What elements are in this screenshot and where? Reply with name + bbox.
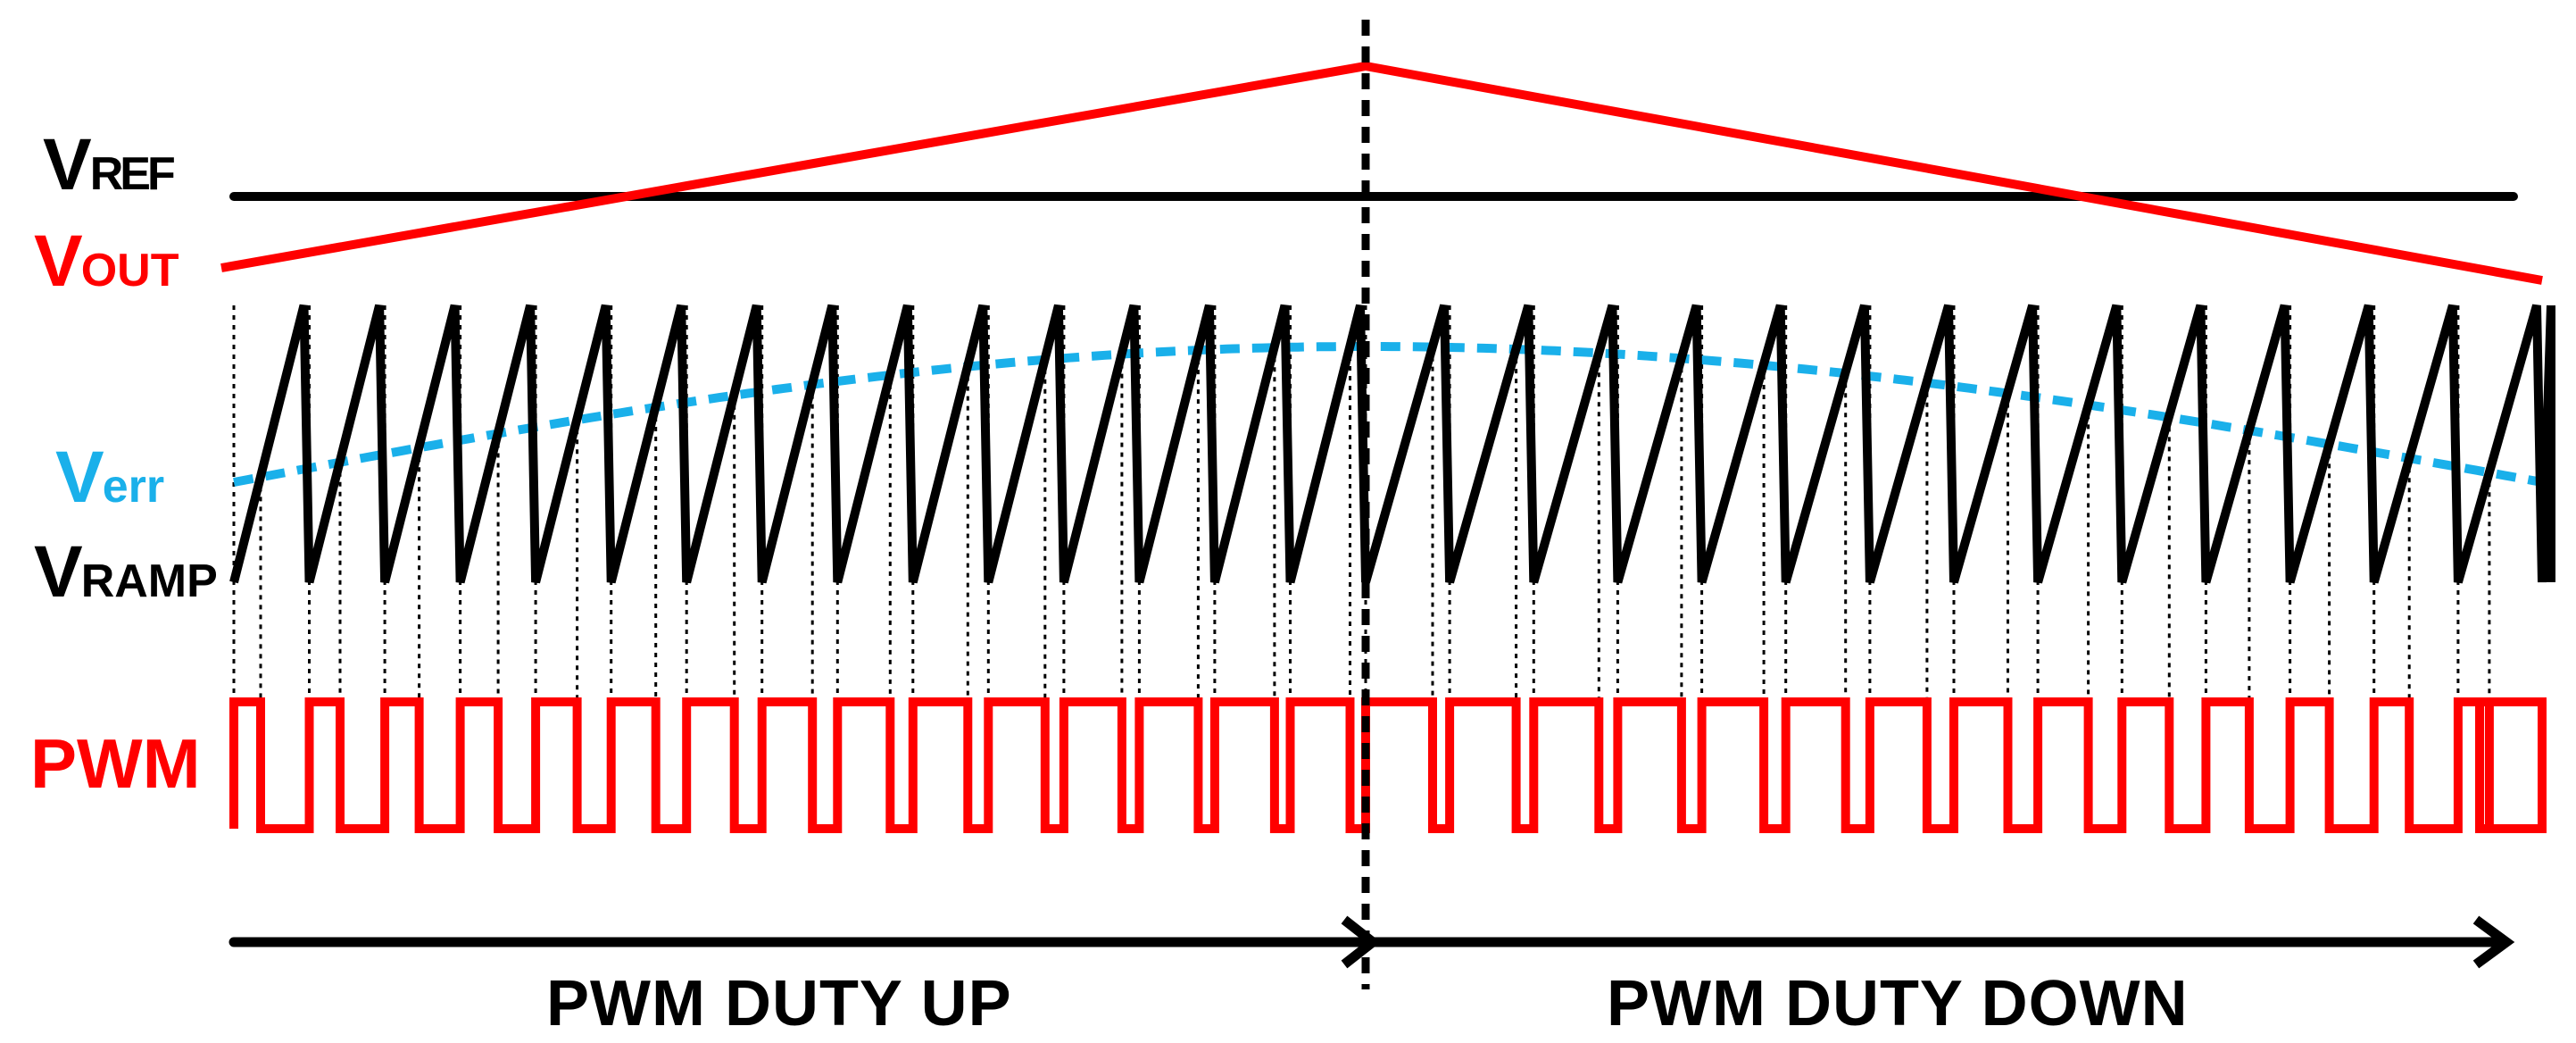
verr-trace [233, 342, 2541, 487]
verr-line [233, 342, 2541, 487]
label-verr-sub: err [103, 461, 164, 513]
vramp-line [229, 304, 2555, 584]
label-vout-sub: OUT [81, 245, 179, 296]
vout-trace [220, 62, 2543, 285]
label-verr: Verr [55, 437, 164, 518]
label-vramp: VRAMP [34, 531, 218, 613]
label-vramp-main: V [34, 531, 83, 613]
caption-duty-up: PWM DUTY UP [546, 968, 1012, 1039]
arrow-head-end [2472, 915, 2515, 969]
arrow-head-mid [1341, 915, 1381, 969]
label-vramp-sub: RAMP [81, 555, 218, 607]
vout-line [220, 62, 2543, 285]
label-verr-main: V [55, 437, 104, 518]
caption-duty-down: PWM DUTY DOWN [1607, 968, 2189, 1039]
label-vref-sub: REF [90, 148, 174, 200]
label-vout: VOUT [34, 221, 179, 302]
label-vref-main: V [43, 124, 92, 205]
pwm-trace [229, 697, 2547, 833]
pwm-line [229, 697, 2547, 833]
label-vout-main: V [34, 221, 83, 302]
label-pwm: PWM [30, 724, 201, 803]
label-vref: VREF [43, 124, 174, 205]
vramp-trace [229, 304, 2555, 584]
time-arrow [229, 915, 2515, 969]
